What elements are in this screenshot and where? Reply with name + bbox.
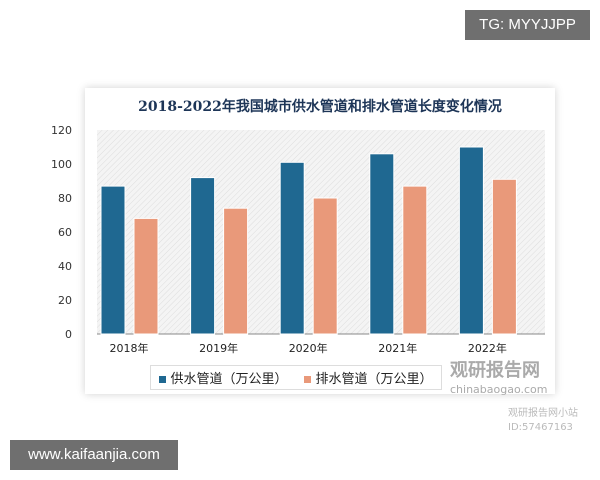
legend-label: 排水管道（万公里） (315, 372, 433, 387)
y-tick-label: 80 (58, 192, 72, 205)
bar-drain (223, 207, 249, 335)
x-tick-label: 2018年 (110, 341, 149, 355)
legend-label: 供水管道（万公里） (170, 372, 288, 387)
bar-supply (279, 161, 305, 335)
legend-item-drain: 排水管道（万公里） (304, 368, 433, 387)
y-tick-label: 120 (51, 124, 72, 137)
x-tick-label: 2020年 (289, 341, 328, 355)
y-tick-label: 100 (51, 158, 72, 171)
bar-supply (369, 153, 395, 335)
brand-watermark: 观研报告网 (450, 360, 540, 381)
y-tick-label: 0 (65, 328, 72, 341)
brand-url-watermark: chinabaogao.com (450, 383, 548, 396)
x-tick-label: 2021年 (378, 341, 417, 355)
bar-supply (100, 185, 126, 335)
y-tick-label: 60 (58, 226, 72, 239)
x-tick-label: 2022年 (468, 341, 507, 355)
legend-swatch (159, 376, 167, 383)
bar-drain (491, 178, 517, 335)
x-tick-label: 2019年 (199, 341, 238, 355)
tg-watermark: TG: MYYJJPP (465, 10, 590, 40)
bar-supply (458, 146, 484, 335)
legend: 供水管道（万公里） 排水管道（万公里） (150, 365, 442, 390)
bar-drain (133, 217, 159, 335)
bar-supply (190, 177, 216, 335)
account-id-watermark: ID:57467163 (508, 422, 573, 433)
legend-item-supply: 供水管道（万公里） (159, 368, 288, 387)
legend-swatch (304, 376, 312, 383)
y-tick-label: 20 (58, 294, 72, 307)
chart-title: 2018-2022年我国城市供水管道和排水管道长度变化情况 (138, 99, 502, 115)
bar-drain (312, 197, 338, 335)
account-watermark: 观研报告网小站 (508, 408, 578, 419)
bar-drain (402, 185, 428, 335)
site-watermark: www.kaifaanjia.com (10, 440, 178, 470)
y-tick-label: 40 (58, 260, 72, 273)
